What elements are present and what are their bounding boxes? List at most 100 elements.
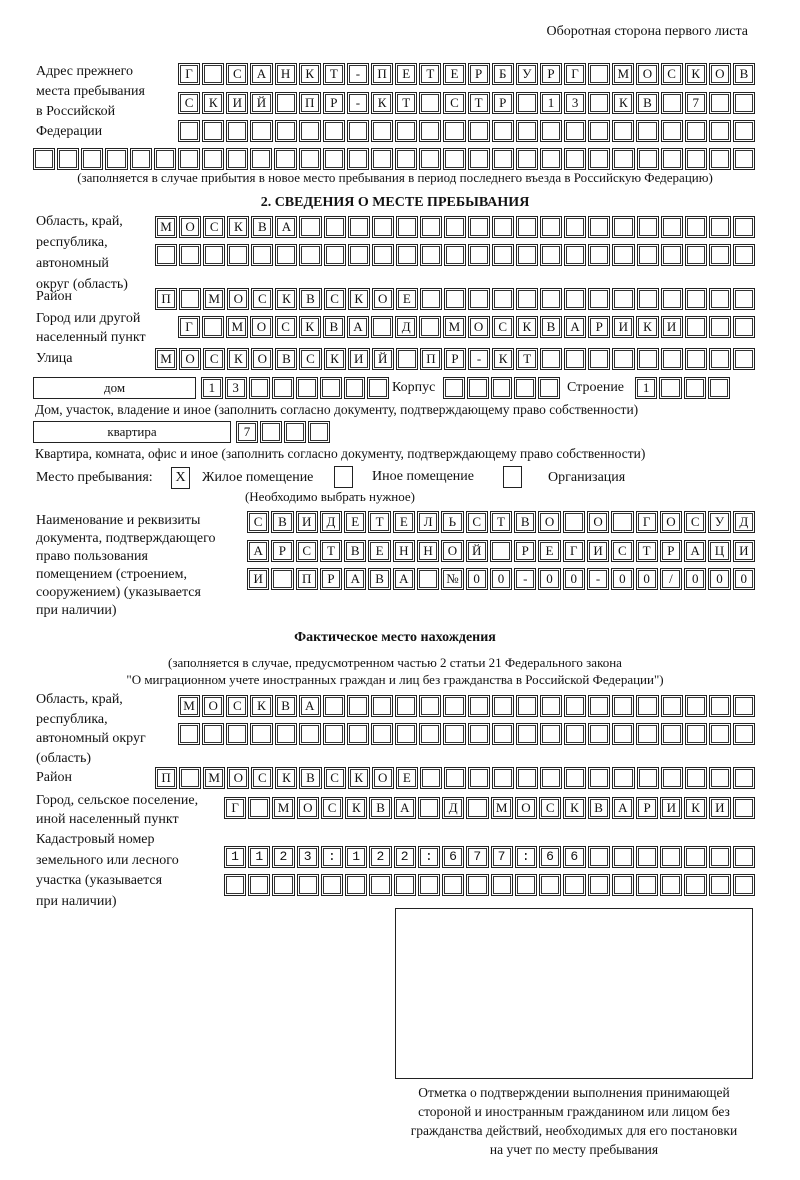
- char-cell[interactable]: А: [564, 316, 587, 338]
- char-cell[interactable]: П: [155, 288, 178, 310]
- char-cell[interactable]: [708, 216, 731, 238]
- char-cell[interactable]: [202, 723, 225, 745]
- char-cell[interactable]: Н: [274, 63, 297, 85]
- char-cell[interactable]: [371, 723, 394, 745]
- char-cell[interactable]: [612, 216, 635, 238]
- char-cell[interactable]: И: [347, 348, 370, 370]
- char-cell[interactable]: [272, 874, 295, 896]
- char-cell[interactable]: Г: [564, 63, 587, 85]
- char-cell[interactable]: О: [538, 511, 561, 533]
- char-cell[interactable]: [733, 148, 756, 170]
- char-cell[interactable]: 0: [465, 568, 488, 590]
- char-cell[interactable]: [516, 288, 539, 310]
- char-cell[interactable]: [489, 540, 513, 562]
- char-cell[interactable]: П: [298, 92, 321, 114]
- char-cell[interactable]: [274, 148, 297, 170]
- char-cell[interactable]: [516, 216, 539, 238]
- char-cell[interactable]: [299, 216, 322, 238]
- char-cell[interactable]: К: [250, 695, 273, 717]
- char-cell[interactable]: Р: [659, 540, 683, 562]
- char-cell[interactable]: [153, 148, 176, 170]
- char-cell[interactable]: [346, 723, 369, 745]
- char-cell[interactable]: [708, 846, 731, 868]
- char-cell[interactable]: П: [371, 63, 394, 85]
- char-cell[interactable]: Д: [395, 316, 418, 338]
- char-cell[interactable]: [345, 846, 368, 868]
- char-cell[interactable]: [395, 120, 418, 142]
- char-cell[interactable]: [274, 92, 297, 114]
- char-cell[interactable]: Н: [416, 540, 440, 562]
- char-cell[interactable]: [684, 244, 707, 266]
- char-cell[interactable]: Р: [319, 568, 343, 590]
- char-cell[interactable]: №: [441, 568, 464, 590]
- char-cell[interactable]: [684, 695, 707, 717]
- char-cell[interactable]: Е: [538, 540, 561, 562]
- char-cell[interactable]: [296, 874, 319, 896]
- char-cell[interactable]: С: [465, 511, 488, 533]
- char-cell[interactable]: [562, 511, 585, 533]
- char-cell[interactable]: К: [371, 92, 394, 114]
- char-cell[interactable]: [588, 120, 611, 142]
- char-cell[interactable]: Е: [392, 511, 415, 533]
- char-cell[interactable]: В: [587, 797, 610, 819]
- char-cell[interactable]: [660, 92, 683, 114]
- char-cell[interactable]: [660, 120, 683, 142]
- char-cell[interactable]: [588, 723, 611, 745]
- char-cell[interactable]: К: [492, 348, 515, 370]
- char-cell[interactable]: [395, 695, 418, 717]
- char-cell[interactable]: [708, 92, 731, 114]
- checkbox-other-premises[interactable]: [334, 466, 353, 488]
- char-cell[interactable]: [155, 244, 178, 266]
- char-cell[interactable]: [684, 846, 707, 868]
- char-cell[interactable]: Ц: [708, 540, 731, 562]
- char-cell[interactable]: [636, 148, 659, 170]
- char-cell[interactable]: С: [203, 216, 226, 238]
- char-cell[interactable]: [320, 846, 344, 868]
- char-cell[interactable]: [271, 568, 294, 590]
- char-cell[interactable]: [179, 288, 202, 310]
- char-cell[interactable]: [540, 288, 563, 310]
- char-cell[interactable]: 1: [539, 92, 562, 114]
- apt-type-field[interactable]: квартира: [33, 421, 231, 443]
- char-cell[interactable]: [419, 244, 442, 266]
- char-cell[interactable]: [467, 723, 490, 745]
- char-cell[interactable]: [179, 244, 202, 266]
- char-cell[interactable]: И: [295, 511, 318, 533]
- char-cell[interactable]: А: [393, 797, 416, 819]
- char-cell[interactable]: Г: [178, 63, 201, 85]
- char-cell[interactable]: К: [347, 767, 370, 789]
- prev-address-row-4[interactable]: [33, 148, 756, 170]
- char-cell[interactable]: [539, 120, 562, 142]
- char-cell[interactable]: [296, 377, 318, 399]
- char-cell[interactable]: [515, 695, 538, 717]
- char-cell[interactable]: [660, 695, 683, 717]
- char-cell[interactable]: Е: [395, 288, 418, 310]
- char-cell[interactable]: 0: [562, 568, 585, 590]
- char-cell[interactable]: К: [298, 63, 321, 85]
- char-cell[interactable]: [443, 244, 467, 266]
- char-cell[interactable]: [660, 216, 683, 238]
- char-cell[interactable]: [540, 216, 563, 238]
- char-cell[interactable]: [588, 92, 611, 114]
- char-cell[interactable]: К: [684, 797, 707, 819]
- char-cell[interactable]: О: [202, 695, 225, 717]
- char-cell[interactable]: В: [344, 540, 367, 562]
- char-cell[interactable]: В: [274, 695, 297, 717]
- char-cell[interactable]: [371, 120, 394, 142]
- char-cell[interactable]: [468, 288, 491, 310]
- char-cell[interactable]: [345, 874, 368, 896]
- char-cell[interactable]: [177, 148, 200, 170]
- char-cell[interactable]: [298, 148, 321, 170]
- char-cell[interactable]: [660, 348, 683, 370]
- char-cell[interactable]: М: [226, 316, 249, 338]
- char-cell[interactable]: [284, 421, 306, 443]
- char-cell[interactable]: [179, 767, 202, 789]
- char-cell[interactable]: К: [227, 216, 250, 238]
- char-cell[interactable]: О: [708, 63, 731, 85]
- char-cell[interactable]: В: [539, 316, 562, 338]
- char-cell[interactable]: О: [514, 797, 538, 819]
- char-cell[interactable]: С: [611, 540, 634, 562]
